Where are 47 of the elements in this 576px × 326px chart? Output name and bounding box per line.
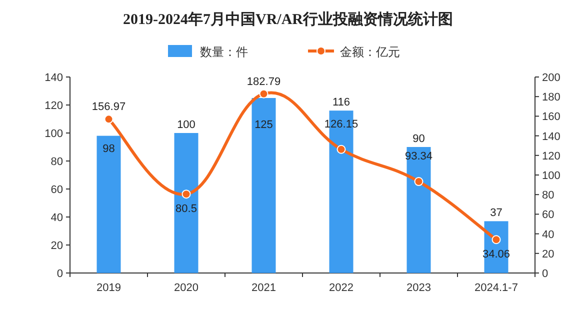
bar [174,133,198,273]
x-tick-label: 2021 [252,282,276,294]
point [492,235,501,244]
data-label: 80.5 [176,203,197,216]
y2-tick-label: 180 [542,92,560,104]
y2-tick-label: 40 [542,228,554,241]
data-label: 125 [254,119,273,131]
bar [252,98,276,273]
y2-tick-label: 100 [542,170,560,182]
y2-tick-label: 60 [542,209,554,222]
y-tick-label: 120 [44,100,63,112]
point [182,190,191,199]
point [104,114,114,124]
y-tick-label: 80 [50,156,63,168]
y2-tick-label: 140 [542,130,560,143]
y2-tick-label: 20 [542,248,554,260]
y2-tick-label: 80 [542,190,554,202]
x-tick-label: 2022 [329,282,354,294]
y-tick-label: 40 [50,212,63,224]
y2-tick-label: 200 [542,72,560,84]
x-tick-label: 2023 [406,282,431,294]
chart-title: 2019-2024年7月中国VR/AR行业投融资情况统计图 [123,11,453,28]
x-tick-label: 2024.1-7 [474,282,518,294]
bar [406,147,431,273]
x-tick-label: 2020 [174,282,198,294]
y-tick-label: 140 [44,72,63,84]
data-label: 182.79 [246,76,281,88]
data-label: 156.97 [92,101,126,114]
y2-tick-label: 160 [542,111,560,124]
data-label: 116 [332,96,350,109]
data-label: 37 [490,207,502,220]
legend-label: 数量：件 [200,45,248,59]
y-tick-label: 0 [56,268,63,280]
y-tick-label: 20 [50,240,63,252]
x-tick-label: 2019 [96,282,121,294]
data-label: 100 [177,119,196,131]
y-tick-label: 100 [44,128,63,140]
y2-tick-label: 120 [542,150,560,162]
y2-tick-label: 0 [542,268,548,280]
point [414,177,424,186]
y-tick-label: 60 [50,184,63,196]
data-label: 98 [102,142,115,155]
bar [96,136,121,273]
point [259,89,268,98]
data-label: 90 [412,133,425,145]
legend-label: 金额：亿元 [340,45,400,59]
point [336,144,346,154]
